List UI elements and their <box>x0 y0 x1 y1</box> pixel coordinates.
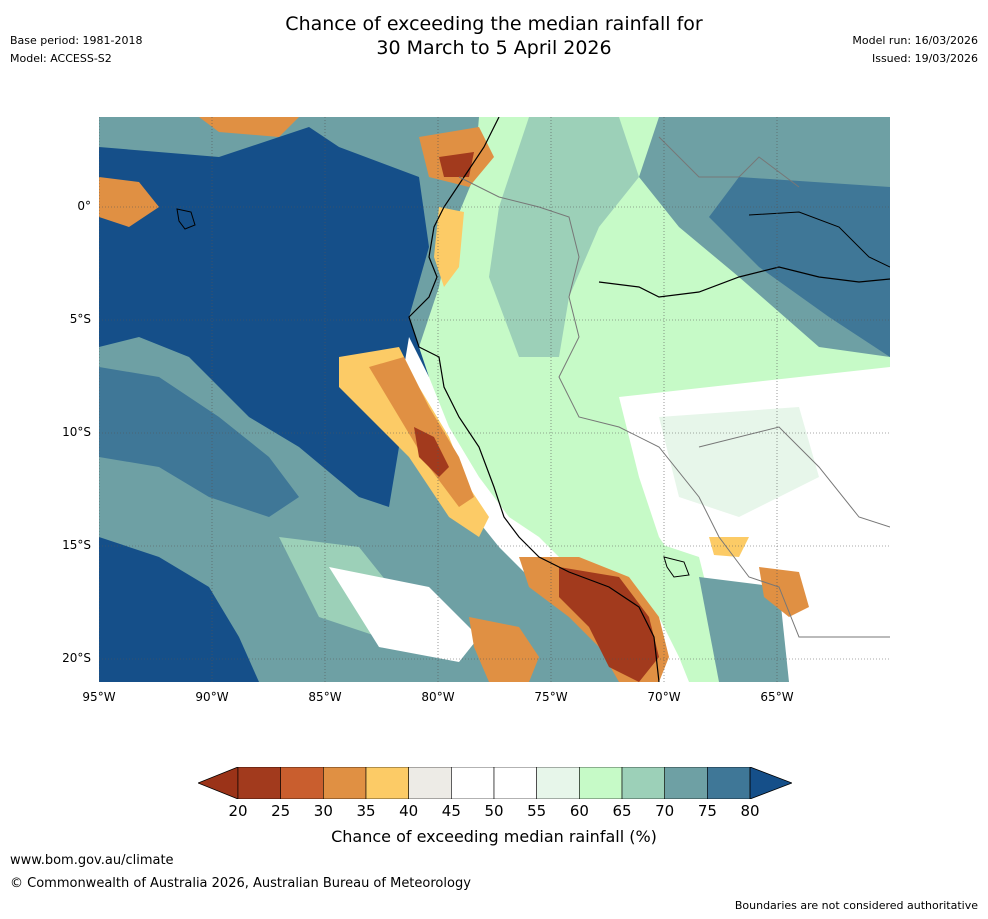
colorbar-tick-label: 30 <box>313 802 333 820</box>
rio-negro <box>748 211 890 268</box>
colorbar-segment <box>664 767 708 799</box>
colorbar-segment <box>237 767 281 799</box>
footer-copyright: © Commonwealth of Australia 2026, Austra… <box>10 876 471 891</box>
colorbar-segment <box>707 767 751 799</box>
rainfall-map <box>99 117 890 682</box>
colorbar-tick-label: 25 <box>271 802 291 820</box>
footer-url[interactable]: www.bom.gov.au/climate <box>10 853 174 868</box>
lat-label-10s: 10°S <box>62 425 91 439</box>
map-title: Chance of exceeding the median rainfall … <box>0 12 988 60</box>
colorbar-tick-label: 60 <box>569 802 589 820</box>
colorbar-segment <box>323 767 367 799</box>
ocean-white-patch <box>329 567 479 662</box>
colorbar-tick-label: 65 <box>612 802 632 820</box>
lon-label-65w: 65°W <box>760 690 794 704</box>
graticule <box>99 117 890 682</box>
model-name: Model: ACCESS-S2 <box>10 52 112 65</box>
coastline <box>408 117 660 682</box>
bolivia-yellow-patch <box>709 537 749 557</box>
north-orange-patch <box>199 117 299 137</box>
colorbar-segment <box>365 767 409 799</box>
colorbar-segment <box>493 767 537 799</box>
lat-label-0: 0° <box>77 199 91 213</box>
bolivia-border <box>698 426 890 528</box>
colorbar-tick-label: 75 <box>697 802 717 820</box>
colorbar-segment <box>579 767 623 799</box>
lon-label-85w: 85°W <box>308 690 342 704</box>
west-orange-patch <box>99 177 159 227</box>
colorbar-tick-label: 20 <box>228 802 248 820</box>
colorbar-segment <box>621 767 665 799</box>
lon-label-90w: 90°W <box>195 690 229 704</box>
colorbar-segment <box>451 767 495 799</box>
colorbar-segment <box>536 767 580 799</box>
southern-dry-core <box>559 567 659 682</box>
lat-label-20s: 20°S <box>62 651 91 665</box>
lat-label-5s: 5°S <box>69 312 91 326</box>
colorbar-tick-label: 55 <box>527 802 547 820</box>
colombia-border <box>658 136 800 188</box>
meta-left: Base period: 1981-2018 Model: ACCESS-S2 <box>10 32 142 68</box>
issued-date: Issued: 19/03/2026 <box>871 52 978 65</box>
footer-note: Boundaries are not considered authoritat… <box>734 899 978 912</box>
dry-core-north <box>414 427 449 477</box>
lake-titicaca <box>663 556 690 578</box>
lon-label-75w: 75°W <box>534 690 568 704</box>
ocean-mid-region <box>99 367 299 517</box>
bolivia-orange-patch <box>759 567 809 617</box>
base-period: Base period: 1981-2018 <box>10 34 143 47</box>
land-teal-patch <box>489 117 639 357</box>
colorbar-tick-label: 35 <box>356 802 376 820</box>
ocean-dark-region <box>99 127 429 507</box>
country-borders <box>458 176 890 638</box>
colorbar-tick-label: 80 <box>740 802 760 820</box>
colorbar-segment <box>280 767 324 799</box>
colorbar-tick-label: 40 <box>399 802 419 820</box>
ecuador-yellow-strip <box>434 207 464 287</box>
title-line-1: Chance of exceeding the median rainfall … <box>285 13 703 35</box>
galapagos-islands <box>176 208 196 230</box>
meta-right: Model run: 16/03/2026 Issued: 19/03/2026 <box>852 32 978 68</box>
lon-label-80w: 80°W <box>421 690 455 704</box>
titicaca-teal-patch <box>699 577 789 682</box>
colorbar-tick-label: 50 <box>484 802 504 820</box>
colorbar-segment <box>408 767 452 799</box>
colorbar-tick-label: 70 <box>655 802 675 820</box>
model-run-date: Model run: 16/03/2026 <box>852 34 978 47</box>
amazon-river <box>598 266 890 298</box>
land-light-patch <box>659 407 819 517</box>
lon-label-70w: 70°W <box>647 690 681 704</box>
colombia-dry-core <box>439 152 474 177</box>
title-line-2: 30 March to 5 April 2026 <box>376 37 612 59</box>
amazon-dark-patch <box>709 177 890 357</box>
colorbar-label: Chance of exceeding median rainfall (%) <box>331 827 657 846</box>
lon-label-95w: 95°W <box>82 690 116 704</box>
lat-label-15s: 15°S <box>62 538 91 552</box>
colorbar-below-arrow <box>198 767 239 799</box>
coastal-orange-patch <box>469 617 539 682</box>
colorbar-above-arrow <box>749 767 792 799</box>
ocean-dark-south <box>99 537 259 682</box>
colorbar-tick-label: 45 <box>441 802 461 820</box>
colorbar <box>198 767 792 799</box>
